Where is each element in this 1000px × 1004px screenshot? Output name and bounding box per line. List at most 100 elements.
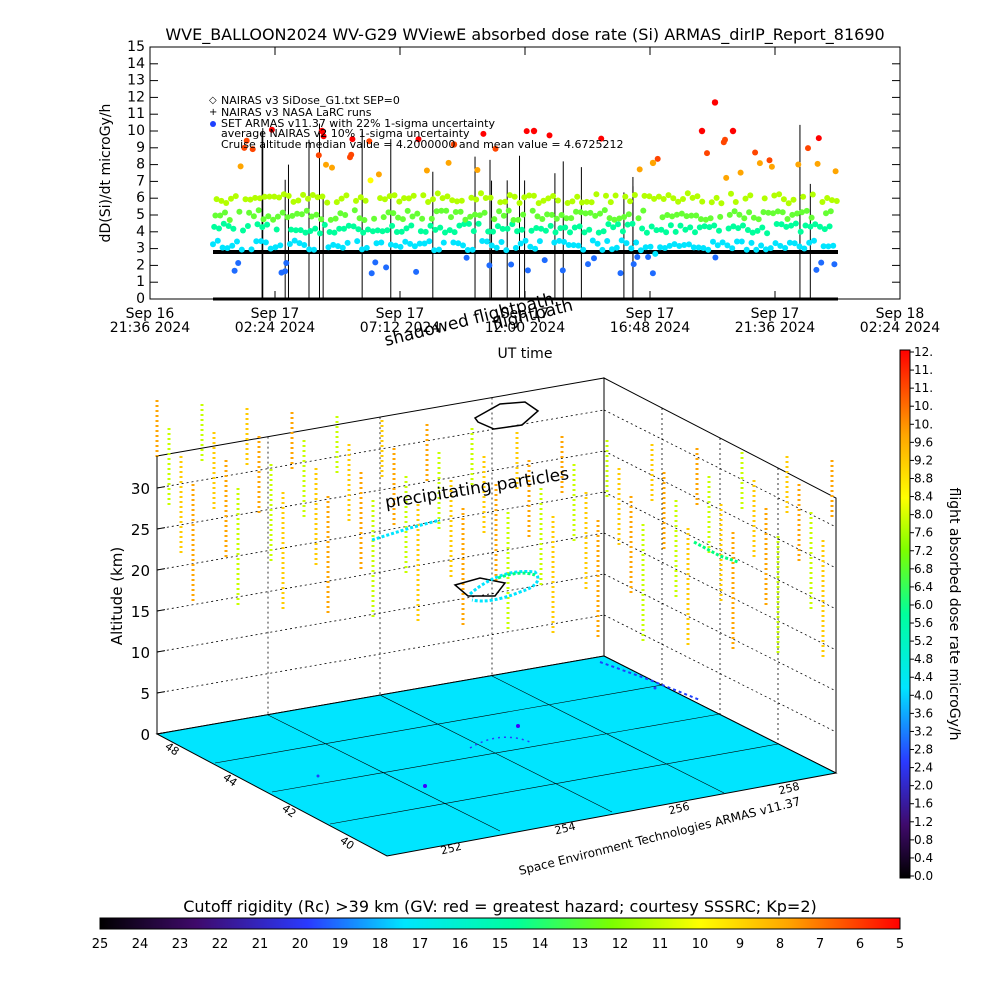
dose-marker bbox=[564, 200, 571, 206]
dose-marker bbox=[342, 212, 349, 218]
y-tick-label: 8 bbox=[136, 157, 145, 173]
dose-marker bbox=[311, 246, 317, 253]
dose-marker bbox=[469, 246, 476, 253]
dose-marker bbox=[605, 221, 612, 228]
dose-colorbar-tick-label: 9.6 bbox=[914, 435, 933, 449]
dose-marker bbox=[579, 199, 585, 206]
dose-marker bbox=[428, 215, 435, 222]
altitude-tick-mark bbox=[156, 527, 166, 530]
dose-colorbar-tick-label: 0.8 bbox=[914, 833, 933, 847]
dose-marker bbox=[523, 128, 530, 135]
dose-marker bbox=[377, 195, 384, 202]
dose-colorbar-tick-label: 11. bbox=[914, 381, 933, 395]
dose-marker bbox=[615, 221, 621, 228]
dose-marker bbox=[647, 243, 654, 250]
dose-colorbar-tick-label: 11. bbox=[914, 363, 933, 377]
dose-marker bbox=[800, 193, 807, 200]
dose-marker bbox=[570, 242, 577, 249]
dose-marker bbox=[432, 226, 439, 233]
dose-marker bbox=[732, 199, 739, 205]
legend-entry-nairas-larc: NAIRAS v3 NASA LaRC runs bbox=[221, 106, 372, 119]
dose-marker bbox=[654, 155, 661, 162]
dose-marker bbox=[449, 197, 456, 204]
dose-colorbar-tick-label: 2.0 bbox=[914, 779, 933, 793]
altitude-axis-label: Altitude (km) bbox=[108, 547, 126, 645]
dose-colorbar-tick-label: 8.8 bbox=[914, 471, 933, 485]
dose-colorbar-tick-label: 5.2 bbox=[914, 634, 933, 648]
dose-marker bbox=[301, 242, 308, 248]
dose-colorbar-ticks: 0.0 0.4 0.8 1.2 1.6 2.0 2.4 2.8 3.2 3.6 4.0 4.4 4.8 5… bbox=[910, 345, 933, 883]
dose-marker bbox=[683, 213, 690, 220]
dose-marker bbox=[794, 210, 801, 217]
dose-marker bbox=[682, 226, 689, 233]
dose-marker bbox=[312, 225, 319, 232]
dose-marker bbox=[684, 190, 691, 197]
dose-marker bbox=[743, 246, 750, 253]
dose-marker bbox=[467, 213, 474, 220]
dose-marker bbox=[659, 214, 666, 221]
altitude-tick-label: 25 bbox=[131, 521, 150, 539]
dose-marker bbox=[210, 241, 216, 248]
dose-marker bbox=[218, 197, 225, 204]
dose-marker bbox=[550, 193, 557, 199]
dose-marker bbox=[401, 195, 408, 202]
dose-marker bbox=[476, 212, 483, 219]
legend-marker-dot bbox=[210, 121, 216, 127]
dose-marker bbox=[667, 222, 674, 229]
dose-marker bbox=[832, 168, 839, 175]
dose-marker bbox=[244, 223, 251, 229]
dose-marker bbox=[664, 212, 671, 218]
dose-colorbar-tick-label: 3.2 bbox=[914, 724, 933, 738]
dose-marker bbox=[701, 223, 708, 230]
dose-marker bbox=[362, 197, 369, 204]
altitude-tick-label: 10 bbox=[131, 644, 150, 662]
dose-marker bbox=[594, 240, 601, 247]
dose-marker bbox=[634, 254, 641, 260]
dose-marker bbox=[409, 213, 416, 220]
dose-marker bbox=[735, 225, 742, 232]
dose-marker bbox=[442, 229, 448, 236]
dose-marker bbox=[421, 240, 428, 247]
dose-marker bbox=[660, 196, 667, 202]
dose-colorbar-tick-label: 4.8 bbox=[914, 652, 933, 666]
longitude-tick-label: 258 bbox=[777, 780, 801, 798]
dose-marker bbox=[426, 238, 433, 245]
dose-marker bbox=[716, 227, 722, 234]
dose-marker bbox=[778, 221, 785, 228]
longitude-tick-label: 254 bbox=[553, 820, 577, 838]
rigidity-colorbar-tick-label: 23 bbox=[172, 937, 189, 952]
x-tick-label-time: 12:00 2024 bbox=[485, 320, 566, 336]
dose-marker bbox=[326, 229, 333, 235]
x-tick-label-date: Sep 17 bbox=[376, 306, 425, 322]
dose-marker bbox=[404, 207, 411, 214]
dose-marker bbox=[329, 164, 335, 171]
dose-marker bbox=[229, 242, 236, 249]
dose-marker bbox=[383, 264, 390, 271]
dose-marker bbox=[824, 195, 831, 201]
dose-marker bbox=[702, 216, 709, 223]
dose-marker bbox=[524, 267, 531, 274]
dose-marker bbox=[280, 191, 287, 198]
legend-entry-nairas-sidose: NAIRAS v3 SiDose_G1.txt SEP=0 bbox=[221, 94, 400, 107]
dose-marker bbox=[440, 239, 447, 246]
dose-marker bbox=[485, 228, 492, 235]
rigidity-colorbar-tick-label: 6 bbox=[856, 937, 864, 952]
dose-marker bbox=[762, 246, 769, 253]
dose-marker bbox=[349, 136, 356, 143]
altitude-gridline bbox=[603, 532, 837, 651]
dose-marker bbox=[337, 210, 344, 217]
dose-marker bbox=[639, 225, 646, 232]
dose-marker bbox=[450, 239, 457, 246]
dose-marker bbox=[561, 238, 567, 245]
dose-marker bbox=[296, 240, 303, 247]
dose-marker bbox=[367, 177, 374, 184]
dose-marker bbox=[646, 193, 653, 200]
legend-entry-cruise-altitude: Cruise altitude median value = 4.2000000… bbox=[221, 138, 624, 151]
dose-marker bbox=[754, 227, 761, 234]
dose-marker bbox=[422, 228, 429, 235]
legend-marker-plus: + bbox=[209, 107, 217, 118]
dose-marker bbox=[480, 130, 487, 137]
dose-marker bbox=[497, 199, 504, 206]
